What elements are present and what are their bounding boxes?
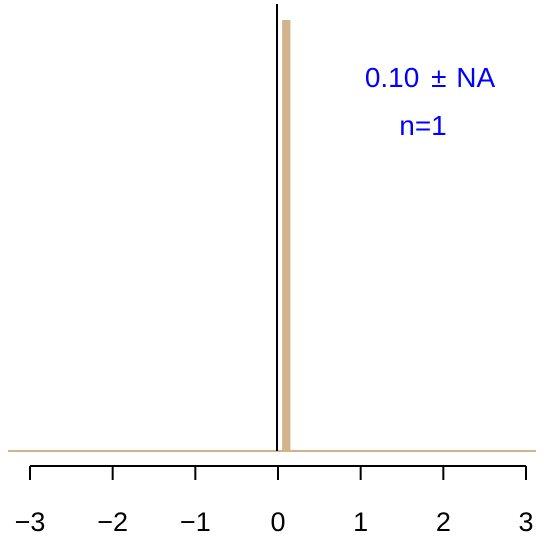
bars-layer xyxy=(282,20,291,451)
x-axis-tick-label: −3 xyxy=(15,507,46,537)
sd-value: NA xyxy=(456,62,495,93)
histogram-bar xyxy=(282,20,291,451)
mean-sd-text: 0.10 ± NA xyxy=(365,62,496,93)
sample-size-text: n=1 xyxy=(399,110,447,141)
x-axis: −3 −2 −1 0 1 2 3 xyxy=(15,465,534,537)
x-axis-tick-label: −1 xyxy=(180,507,211,537)
x-axis-tick-label: 0 xyxy=(270,507,285,537)
stats-annotation: 0.10 ± NA n=1 xyxy=(365,62,496,141)
x-axis-tick-labels: −3 −2 −1 0 1 2 3 xyxy=(15,507,534,537)
plus-minus-symbol: ± xyxy=(431,62,446,93)
x-axis-tick-label: 3 xyxy=(518,507,533,537)
x-axis-tick-label: 1 xyxy=(353,507,368,537)
x-axis-tick-label: −2 xyxy=(97,507,128,537)
x-axis-tick-label: 2 xyxy=(436,507,451,537)
mean-value: 0.10 xyxy=(365,62,420,93)
x-axis-ticks xyxy=(29,466,527,480)
